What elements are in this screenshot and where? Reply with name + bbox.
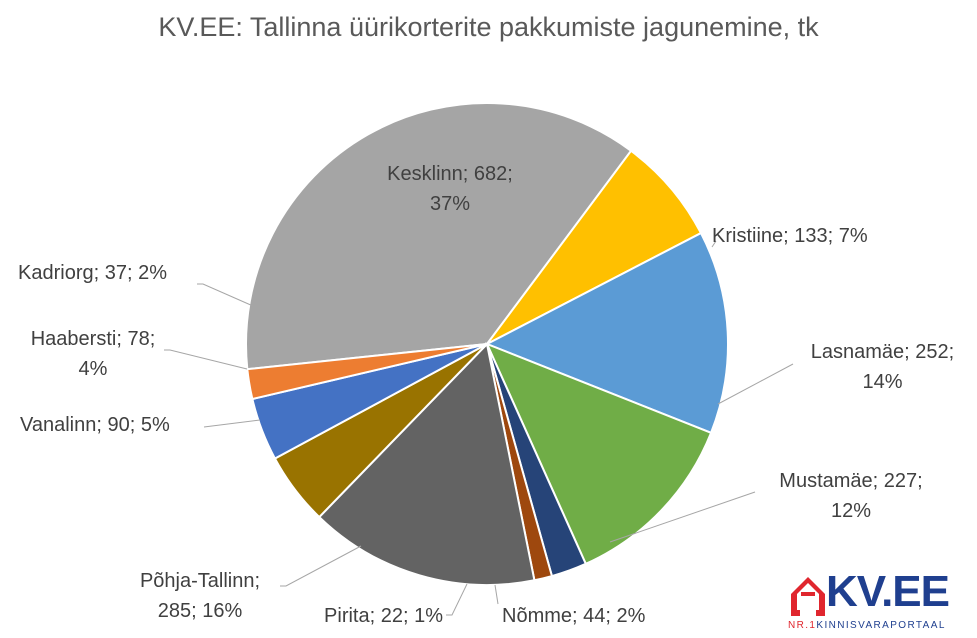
pie-slice-kristiine (486, 149, 703, 345)
pie-slice-kesklinn (245, 102, 633, 371)
house-icon (791, 577, 825, 616)
leader-line-mustamae (609, 491, 756, 543)
leader-lines (164, 240, 794, 616)
leader-line-pirita (446, 583, 468, 616)
data-label-haabersti-line2: 4% (78, 358, 108, 380)
data-label-mustamae: Mustamäe; 227; 12% (756, 466, 946, 526)
data-label-mustamae-line1: Mustamäe; 227; (779, 470, 923, 492)
logo-text: KV.EE (826, 567, 950, 616)
logo-tagline: NR.1KINNISVARAPORTAAL (788, 620, 946, 631)
data-label-vanalinn-line1: Vanalinn; 90; 5% (20, 414, 170, 436)
leader-line-haabersti (164, 349, 248, 370)
data-label-haabersti: Haabersti; 78; 4% (18, 324, 168, 384)
data-label-kadriorg-line1: Kadriorg; 37; 2% (18, 262, 167, 284)
data-label-pohja-line2: 285; 16% (157, 600, 243, 622)
pie-slice-p-hja-tallinn (317, 341, 536, 586)
data-label-pirita-line1: Pirita; 22; 1% (324, 605, 443, 627)
data-label-vanalinn: Vanalinn; 90; 5% (20, 410, 170, 440)
leader-line-nomme (494, 584, 499, 605)
data-label-haabersti-line1: Haabersti; 78; (30, 328, 156, 350)
data-label-lasnamae-line1: Lasnamäe; 252; (810, 341, 955, 363)
pie-slice-mustam-e (485, 342, 713, 566)
leader-line-kadriorg (197, 283, 254, 307)
data-label-pohja: Põhja-Tallinn; 285; 16% (120, 566, 280, 626)
data-label-pohja-line1: Põhja-Tallinn; (139, 570, 261, 592)
data-label-kesklinn-line1: Kesklinn; 682; (387, 163, 513, 185)
logo-tagline-text: KINNISVARAPORTAAL (816, 620, 946, 631)
data-label-lasnamae-line2: 14% (862, 371, 903, 393)
data-label-kristiine: Kristiine; 133; 7% (712, 221, 868, 251)
leader-line-lasnamae (717, 363, 794, 405)
data-label-lasnamae: Lasnamäe; 252; 14% (795, 337, 970, 397)
leader-line-pohja (280, 545, 362, 587)
data-label-nomme: Nõmme; 44; 2% (502, 601, 645, 631)
data-label-kesklinn-line2: 37% (429, 193, 471, 215)
data-label-kesklinn: Kesklinn; 682; 37% (370, 159, 530, 219)
logo-tagline-prefix: NR.1 (788, 620, 817, 631)
leader-line-vanalinn (203, 419, 261, 428)
chart-title: KV.EE: Tallinna üürikorterite pakkumiste… (158, 12, 819, 42)
pie-slice-kadriorg (246, 343, 488, 401)
data-label-kadriorg: Kadriorg; 37; 2% (18, 258, 167, 288)
data-label-pirita: Pirita; 22; 1% (280, 601, 443, 631)
data-label-mustamae-line2: 12% (830, 500, 872, 522)
pie-slices (245, 102, 729, 586)
pie-slice-lasnam-e (484, 231, 729, 435)
data-label-kristiine-line1: Kristiine; 133; 7% (712, 225, 868, 247)
kvee-logo: KV.EE NR.1KINNISVARAPORTAAL (786, 570, 976, 636)
leader-line-kristiine (711, 240, 717, 248)
data-label-nomme-line1: Nõmme; 44; 2% (502, 605, 646, 627)
